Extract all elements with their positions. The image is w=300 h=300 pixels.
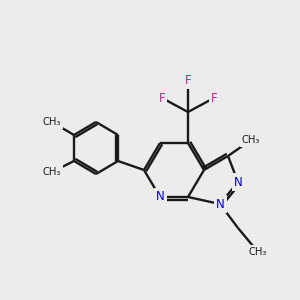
- Text: CH₃: CH₃: [43, 117, 61, 127]
- Text: F: F: [211, 92, 217, 104]
- Text: N: N: [216, 197, 224, 211]
- Text: CH₃: CH₃: [242, 135, 260, 145]
- Text: N: N: [156, 190, 164, 203]
- Text: CH₃: CH₃: [249, 247, 267, 257]
- Text: F: F: [159, 92, 165, 104]
- Text: CH₃: CH₃: [43, 167, 61, 177]
- Text: F: F: [185, 74, 191, 86]
- Text: N: N: [234, 176, 242, 188]
